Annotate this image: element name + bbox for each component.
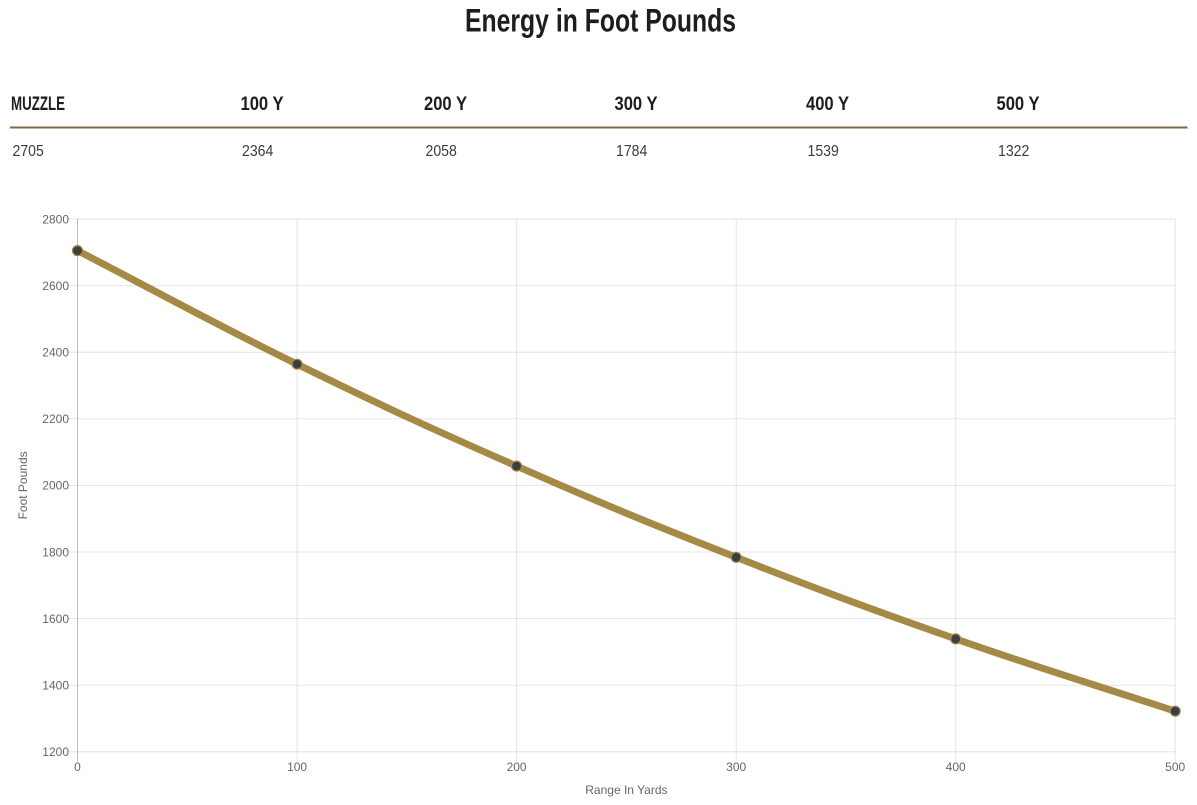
svg-text:100: 100 (287, 760, 307, 774)
svg-text:1400: 1400 (42, 679, 69, 693)
svg-text:1784: 1784 (616, 143, 648, 160)
svg-text:1200: 1200 (42, 745, 69, 759)
svg-text:MUZZLE: MUZZLE (11, 93, 65, 115)
svg-text:2058: 2058 (426, 143, 457, 160)
svg-text:300: 300 (726, 760, 746, 774)
svg-text:2400: 2400 (42, 346, 69, 360)
svg-text:Range In Yards: Range In Yards (585, 783, 667, 797)
svg-text:1800: 1800 (42, 545, 69, 559)
svg-text:1600: 1600 (42, 612, 69, 626)
svg-text:1539: 1539 (808, 143, 839, 160)
svg-text:2200: 2200 (42, 412, 69, 426)
svg-text:2600: 2600 (42, 279, 69, 293)
svg-text:2364: 2364 (242, 143, 274, 160)
svg-text:0: 0 (74, 760, 81, 774)
svg-text:100 Y: 100 Y (241, 93, 284, 115)
svg-text:2800: 2800 (42, 212, 69, 226)
svg-text:2000: 2000 (42, 479, 69, 493)
svg-text:200 Y: 200 Y (424, 93, 467, 115)
svg-text:2705: 2705 (13, 143, 44, 160)
svg-text:Foot Pounds: Foot Pounds (16, 451, 30, 519)
svg-text:Energy in Foot Pounds: Energy in Foot Pounds (465, 3, 736, 39)
svg-text:400 Y: 400 Y (806, 93, 849, 115)
svg-text:500: 500 (1165, 760, 1185, 774)
svg-text:1322: 1322 (998, 143, 1029, 160)
svg-text:400: 400 (946, 760, 966, 774)
svg-text:500 Y: 500 Y (997, 93, 1040, 115)
svg-text:300 Y: 300 Y (615, 93, 658, 115)
svg-text:200: 200 (507, 760, 527, 774)
